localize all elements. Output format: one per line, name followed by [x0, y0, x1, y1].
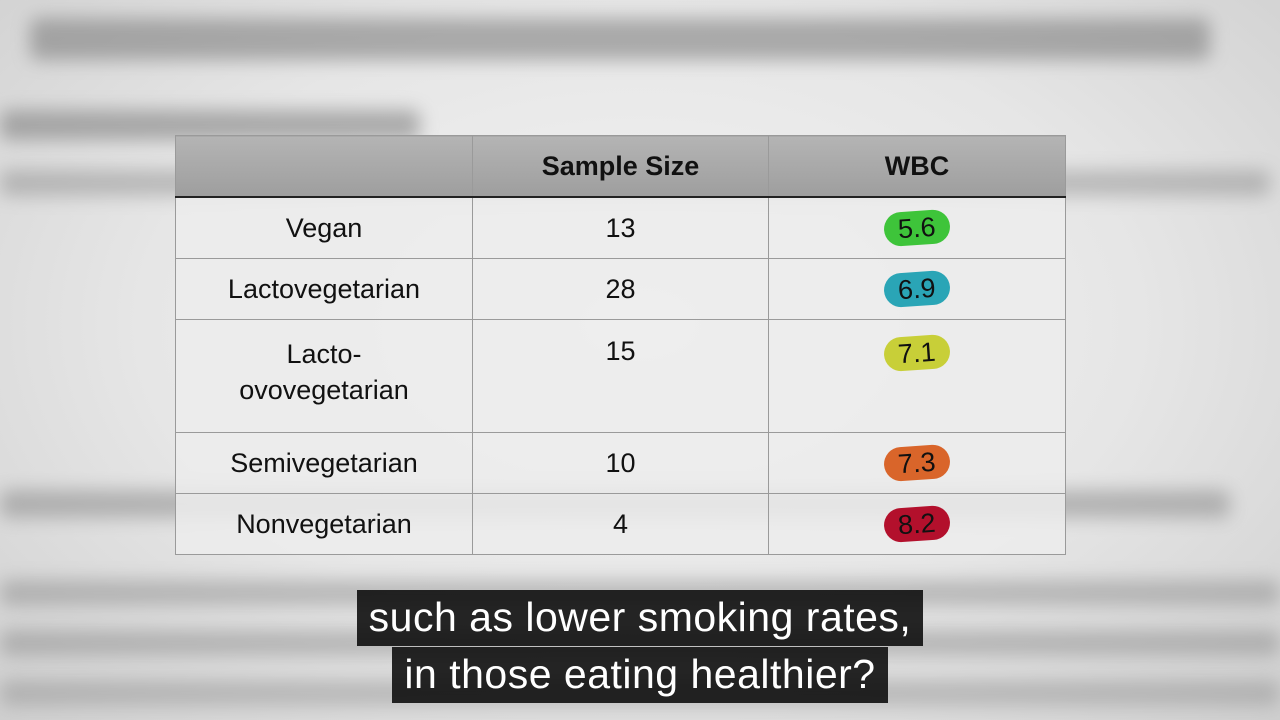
- caption-text: such as lower smoking rates,: [356, 590, 924, 646]
- caption-line: in those eating healthier?: [0, 647, 1280, 703]
- diet-label: Nonvegetarian: [236, 509, 412, 539]
- wbc-value: 6.9: [883, 269, 951, 309]
- sample-size-cell: 4: [472, 493, 769, 555]
- table-row: Semivegetarian 10 7.3: [175, 432, 1066, 494]
- caption-text: in those eating healthier?: [392, 647, 888, 703]
- sample-size-cell: 13: [472, 196, 769, 259]
- table-row: Nonvegetarian 4 8.2: [175, 493, 1066, 555]
- table-body: Vegan 13 5.6 Lactovegetarian 28 6.9 Lacto-ovov…: [175, 196, 1066, 555]
- header-cell: Sample Size: [472, 135, 769, 198]
- diet-label: Lactovegetarian: [227, 274, 421, 304]
- header-cell: WBC: [768, 135, 1066, 198]
- wbc-cell: 7.3: [768, 432, 1066, 494]
- diet-cell: Semivegetarian: [175, 432, 473, 494]
- header-cell: [175, 135, 473, 198]
- wbc-cell: 5.6: [768, 196, 1066, 259]
- wbc-value: 5.6: [883, 208, 951, 248]
- diet-cell: Lactovegetarian: [175, 258, 473, 320]
- wbc-table: Sample Size WBC Vegan 13 5.6 Lactovegetaria…: [175, 135, 1066, 555]
- diet-label: Lacto-ovovegetarian: [239, 339, 409, 405]
- diet-cell: Lacto-ovovegetarian: [175, 319, 473, 433]
- diet-label: Vegan: [285, 213, 363, 243]
- header-row: Sample Size WBC: [175, 135, 1066, 198]
- diet-cell: Vegan: [175, 196, 473, 259]
- wbc-value: 8.2: [883, 504, 951, 544]
- sample-size-cell: 15: [472, 319, 769, 433]
- wbc-value: 7.1: [883, 333, 951, 373]
- sample-size-cell: 10: [472, 432, 769, 494]
- wbc-cell: 6.9: [768, 258, 1066, 320]
- table-row: Lactovegetarian 28 6.9: [175, 258, 1066, 320]
- caption-line: such as lower smoking rates,: [0, 590, 1280, 646]
- wbc-cell: 8.2: [768, 493, 1066, 555]
- diet-cell: Nonvegetarian: [175, 493, 473, 555]
- table-row: Lacto-ovovegetarian 15 7.1: [175, 319, 1066, 433]
- sample-size-cell: 28: [472, 258, 769, 320]
- table-row: Vegan 13 5.6: [175, 196, 1066, 259]
- wbc-cell: 7.1: [768, 319, 1066, 433]
- diet-label: Semivegetarian: [230, 448, 418, 478]
- wbc-value: 7.3: [883, 443, 951, 483]
